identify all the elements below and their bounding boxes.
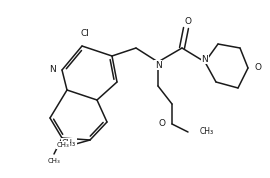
Text: Cl: Cl [80, 30, 89, 38]
Text: CH₃: CH₃ [48, 158, 60, 164]
Text: CH₃: CH₃ [56, 142, 69, 148]
Text: O: O [184, 17, 191, 27]
Text: N: N [155, 61, 161, 69]
Text: N: N [49, 66, 55, 75]
Text: O: O [158, 119, 166, 129]
Text: CH₃: CH₃ [62, 138, 76, 148]
Text: CH₃: CH₃ [200, 127, 214, 137]
Text: N: N [202, 54, 208, 64]
Text: O: O [255, 64, 262, 72]
